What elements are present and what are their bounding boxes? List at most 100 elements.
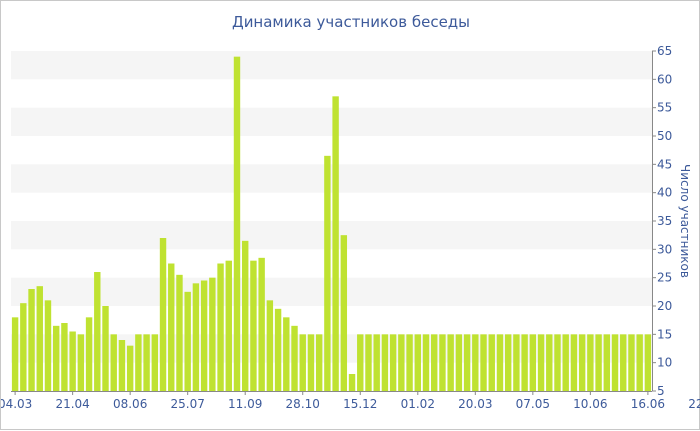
bar [44, 300, 52, 391]
bar [332, 96, 339, 391]
bar [102, 306, 109, 391]
bar [36, 286, 43, 391]
x-tick-label: 08.06 [113, 397, 147, 411]
x-tick-label: 01.02 [401, 397, 435, 411]
bar [299, 334, 306, 391]
y-tick-label: 5 [657, 384, 665, 398]
y-tick-label: 55 [657, 101, 672, 115]
x-tick-label: 11.09 [228, 397, 262, 411]
bar [578, 334, 586, 391]
bar [110, 334, 117, 391]
x-tick-labels: 04.03 21.04 08.06 25.07 11.09 28.10 15.12 01.02… [1, 397, 700, 411]
bar [447, 334, 454, 391]
grid-band [11, 334, 652, 363]
bar [118, 340, 126, 391]
x-tick-label: 21.04 [55, 397, 89, 411]
y-tick-label: 10 [657, 356, 672, 370]
bar [324, 155, 331, 391]
bar [168, 263, 175, 391]
x-tick-label: 10.06 [573, 397, 607, 411]
x-tick-label: 28.10 [286, 397, 320, 411]
bar [274, 308, 282, 391]
bar [135, 334, 142, 391]
bar [242, 240, 249, 391]
bar [562, 334, 569, 391]
grid-band [11, 221, 652, 250]
bar [184, 291, 191, 391]
x-tick-label: 04.03 [1, 397, 32, 411]
bar [340, 235, 348, 391]
y-tick-label: 60 [657, 72, 672, 86]
bar [398, 334, 405, 391]
bar [200, 280, 208, 391]
bar [636, 334, 643, 391]
bar [472, 334, 479, 391]
x-tick-label: 15.12 [343, 397, 377, 411]
y-axis-title: Число участников [678, 164, 692, 278]
bar [595, 334, 602, 391]
bar [463, 334, 471, 391]
x-tick-label: 20.03 [458, 397, 492, 411]
bar [644, 334, 652, 391]
bar [126, 345, 134, 391]
bar [151, 334, 159, 391]
bar [250, 260, 257, 391]
bar [554, 334, 561, 391]
bar [389, 334, 397, 391]
bar [20, 303, 27, 391]
grid-band [11, 277, 652, 306]
bar [537, 334, 545, 391]
y-tick-labels: 5 10 15 20 25 30 35 40 45 50 55 60 65 [657, 44, 672, 398]
bar [209, 277, 216, 391]
bar [513, 334, 520, 391]
bar [348, 374, 356, 391]
bar [414, 334, 421, 391]
bar [315, 334, 323, 391]
bar [504, 334, 512, 391]
bar [373, 334, 380, 391]
y-tick-label: 35 [657, 214, 672, 228]
bar [266, 300, 274, 391]
bar [381, 334, 389, 391]
grid-band [11, 107, 652, 136]
bar [365, 334, 372, 391]
bar [521, 334, 528, 391]
bar [546, 334, 553, 391]
bar [529, 334, 537, 391]
bar [291, 325, 298, 391]
bar [69, 331, 76, 391]
grid-band [11, 51, 652, 80]
bar [52, 325, 60, 391]
y-tick-label: 30 [657, 242, 672, 256]
bar [357, 334, 364, 391]
grid-band [11, 164, 652, 193]
axes [11, 50, 656, 395]
bar [11, 317, 19, 391]
chart-title: Динамика участников беседы [231, 13, 471, 31]
grid-bands [11, 51, 652, 363]
bar [603, 334, 611, 391]
y-tick-label: 40 [657, 186, 672, 200]
bar [307, 334, 315, 391]
bar [406, 334, 413, 391]
bar [233, 56, 241, 392]
bar [570, 334, 578, 391]
x-tick-label: 07.05 [516, 397, 550, 411]
bar [61, 323, 68, 391]
bar [85, 317, 93, 391]
y-tick-label: 50 [657, 129, 672, 143]
bar [159, 238, 167, 391]
y-tick-label: 65 [657, 44, 672, 58]
x-tick-label: 25.07 [171, 397, 205, 411]
bar [587, 334, 594, 391]
bar [439, 334, 446, 391]
bar [176, 274, 183, 391]
bar [611, 334, 619, 391]
bar [480, 334, 487, 391]
bars [11, 56, 652, 392]
bar [217, 263, 224, 391]
bar [258, 257, 265, 391]
bar [77, 334, 85, 391]
bar [28, 289, 35, 391]
